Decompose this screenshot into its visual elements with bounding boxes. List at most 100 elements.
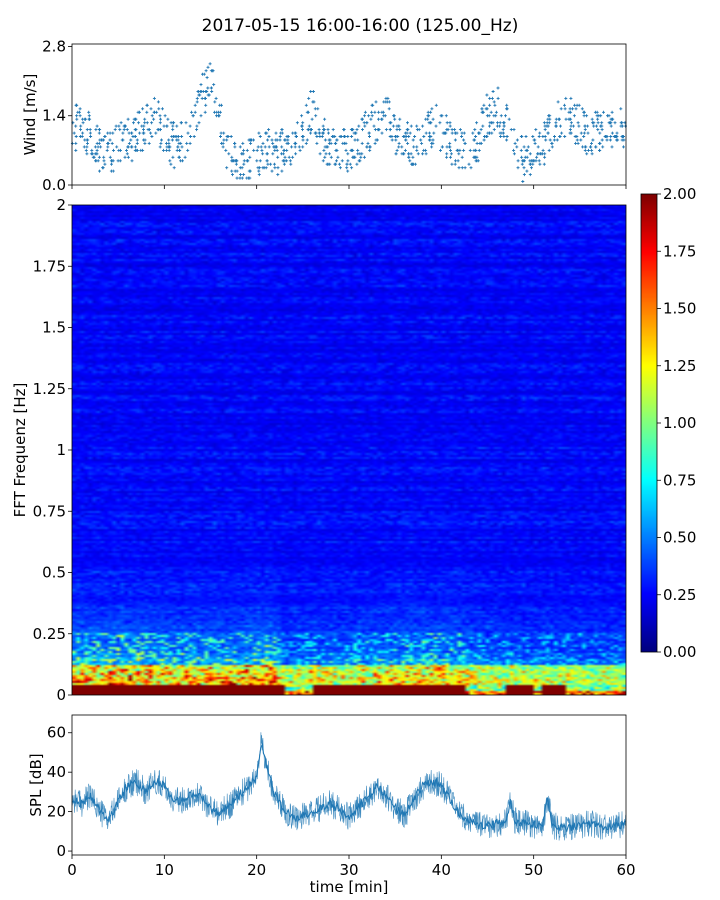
- spectrogram-ytick-label: 1.25: [33, 380, 66, 398]
- wind-point: [348, 162, 352, 166]
- wind-point: [314, 114, 318, 118]
- spl-xtick-label: 40: [432, 861, 451, 879]
- wind-point: [281, 159, 285, 163]
- wind-point: [201, 90, 205, 93]
- colorbar-gradient: [641, 194, 657, 652]
- spl-ytick-label: 0: [56, 842, 66, 860]
- wind-point: [142, 131, 146, 135]
- wind-point: [318, 152, 322, 156]
- wind-point: [255, 148, 259, 152]
- wind-point: [542, 162, 546, 166]
- wind-point: [95, 141, 99, 145]
- wind-point: [266, 162, 270, 166]
- wind-point: [449, 148, 452, 152]
- wind-point: [415, 128, 419, 132]
- wind-point: [445, 121, 449, 125]
- wind-point: [600, 138, 604, 142]
- wind-point: [536, 152, 540, 156]
- wind-point: [97, 155, 101, 159]
- wind-point: [309, 131, 313, 135]
- wind-point: [267, 128, 271, 132]
- wind-point: [358, 159, 362, 163]
- wind-point: [184, 121, 188, 125]
- wind-point: [519, 148, 523, 152]
- wind-point: [360, 141, 364, 145]
- wind-point: [603, 135, 607, 138]
- wind-point: [493, 103, 497, 107]
- wind-point: [488, 124, 491, 128]
- wind-point: [427, 138, 431, 142]
- wind-point: [350, 166, 354, 170]
- wind-point: [403, 135, 407, 138]
- wind-point: [139, 148, 143, 152]
- wind-point: [546, 117, 550, 121]
- wind-point: [248, 155, 252, 159]
- wind-point: [398, 128, 402, 132]
- wind-point: [406, 128, 410, 132]
- wind-point: [353, 138, 357, 142]
- wind-point: [157, 107, 161, 111]
- wind-point: [98, 138, 102, 142]
- wind-point: [297, 145, 301, 149]
- wind-point: [72, 131, 76, 135]
- wind-point: [384, 128, 388, 132]
- wind-point: [472, 148, 476, 152]
- wind-point: [363, 124, 367, 128]
- wind-point: [474, 135, 478, 138]
- wind-point: [356, 152, 360, 156]
- wind-point: [338, 166, 342, 170]
- wind-point: [176, 145, 180, 149]
- wind-point: [387, 107, 391, 111]
- wind-point: [370, 110, 374, 114]
- wind-point: [479, 128, 483, 132]
- wind-point: [421, 152, 424, 156]
- wind-point: [327, 152, 331, 156]
- wind-point: [103, 135, 107, 138]
- wind-point: [238, 176, 242, 180]
- spl-xtick-label: 30: [339, 861, 358, 879]
- spectrogram-ytick-label: 1: [56, 441, 66, 459]
- wind-point: [543, 155, 547, 159]
- wind-point: [307, 124, 311, 128]
- wind-point: [453, 162, 457, 166]
- wind-point: [84, 148, 88, 152]
- wind-point: [598, 148, 602, 152]
- wind-point: [403, 148, 407, 152]
- wind-point: [397, 124, 401, 128]
- wind-point: [285, 135, 289, 138]
- wind-point: [596, 121, 600, 125]
- wind-point: [117, 124, 121, 128]
- wind-point: [606, 114, 609, 118]
- wind-point: [241, 152, 245, 156]
- wind-point: [188, 124, 192, 128]
- wind-point: [473, 128, 477, 132]
- wind-point: [263, 145, 267, 149]
- wind-point: [293, 145, 297, 149]
- wind-point: [574, 107, 578, 111]
- wind-point: [279, 131, 283, 135]
- wind-point: [323, 138, 327, 142]
- wind-point: [420, 141, 424, 145]
- wind-point: [581, 145, 585, 149]
- wind-point: [384, 100, 388, 104]
- wind-point: [622, 145, 625, 149]
- spectrogram-ytick-label: 0.5: [42, 564, 66, 582]
- wind-point: [538, 162, 542, 166]
- wind-point: [165, 124, 169, 128]
- wind-point: [450, 162, 454, 166]
- wind-point: [177, 141, 181, 145]
- wind-point: [185, 141, 189, 145]
- wind-point: [191, 114, 195, 118]
- wind-point: [519, 135, 523, 138]
- wind-point: [368, 135, 371, 138]
- wind-point: [222, 131, 226, 135]
- wind-point: [444, 114, 448, 118]
- wind-point: [569, 124, 573, 128]
- wind-point: [363, 110, 367, 114]
- wind-point: [582, 110, 586, 114]
- wind-point: [545, 124, 549, 128]
- wind-point: [569, 96, 573, 100]
- wind-point: [591, 138, 595, 142]
- wind-point: [76, 110, 80, 114]
- wind-point: [522, 166, 526, 170]
